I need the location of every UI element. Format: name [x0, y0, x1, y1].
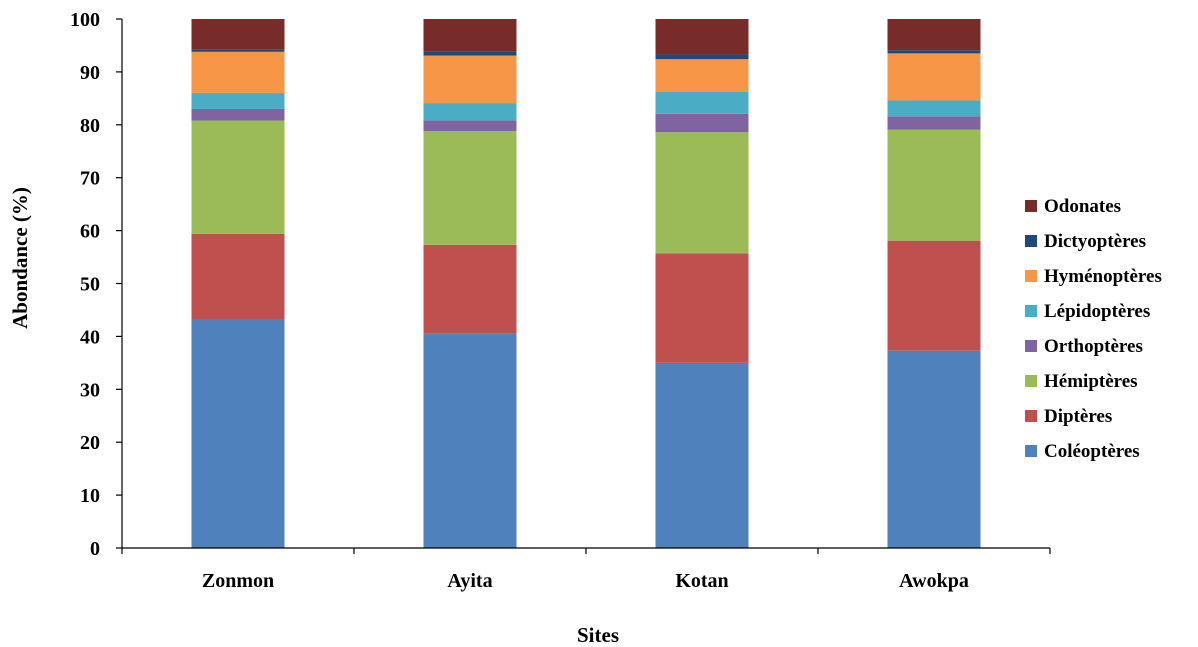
- legend-label: Diptères: [1044, 406, 1112, 427]
- bar-segment: [887, 350, 981, 548]
- bar-segment: [887, 53, 981, 101]
- bar-stack-kotan: [655, 19, 749, 548]
- x-tick-label: Zonmon: [202, 570, 274, 592]
- bar-segment: [887, 129, 981, 241]
- legend-item: Orthoptères: [1025, 336, 1143, 357]
- bar-segment: [423, 51, 517, 56]
- legend-swatch: [1025, 305, 1037, 317]
- legend-label: Lépidoptères: [1044, 301, 1150, 322]
- bar-segment: [655, 92, 749, 114]
- x-tick-label: Ayita: [447, 570, 492, 592]
- legend-item: Diptères: [1025, 406, 1112, 427]
- y-tick-label: 60: [80, 221, 100, 243]
- x-axis-category-labels: Zonmon Ayita Kotan Awokpa: [202, 570, 969, 592]
- y-tick-label: 40: [80, 326, 100, 348]
- bar-segment: [423, 244, 517, 334]
- bar-segment: [191, 51, 285, 94]
- x-tick-label: Awokpa: [899, 570, 969, 592]
- bar-segment: [887, 100, 981, 117]
- bar-segment: [191, 319, 285, 548]
- legend-label: Coléoptères: [1044, 441, 1140, 462]
- y-tick-label: 10: [80, 485, 100, 507]
- y-axis-title: Abondance (%): [8, 187, 32, 329]
- y-tick-label: 50: [80, 274, 100, 296]
- bar-segment: [655, 253, 749, 363]
- y-tick-label: 90: [80, 62, 100, 84]
- legend-swatch: [1025, 200, 1037, 212]
- x-tick-label: Kotan: [675, 570, 728, 592]
- bar-segment: [887, 19, 981, 51]
- bar-stack-awokpa: [887, 19, 981, 548]
- bar-segment: [655, 54, 749, 60]
- bar-segment: [191, 233, 285, 320]
- x-axis-tick-marks: [121, 548, 1051, 554]
- legend-swatch: [1025, 340, 1037, 352]
- legend-swatch: [1025, 375, 1037, 387]
- legend-item: Coléoptères: [1025, 441, 1140, 462]
- legend-swatch: [1025, 410, 1037, 422]
- legend-swatch: [1025, 445, 1037, 457]
- y-tick-label: 0: [90, 538, 100, 560]
- legend-label: Hyménoptères: [1044, 266, 1162, 287]
- bar-segment: [655, 19, 749, 55]
- bar-segment: [191, 19, 285, 50]
- x-axis-title: Sites: [577, 623, 619, 647]
- bar-segment: [423, 19, 517, 52]
- y-tick-label: 20: [80, 432, 100, 454]
- bar-segment: [655, 113, 749, 133]
- legend-swatch: [1025, 270, 1037, 282]
- bar-segment: [887, 240, 981, 351]
- bar-stack-zonmon: [191, 19, 285, 548]
- legend-swatch: [1025, 235, 1037, 247]
- legend-item: Lépidoptères: [1025, 301, 1150, 322]
- y-tick-label: 70: [80, 168, 100, 190]
- legend-item: Odonates: [1025, 196, 1121, 217]
- bar-segment: [887, 116, 981, 130]
- bar-segment: [423, 333, 517, 548]
- legend-label: Hémiptères: [1044, 371, 1138, 392]
- bar-segment: [423, 103, 517, 121]
- legend-item: Hémiptères: [1025, 371, 1138, 392]
- bar-segment: [423, 120, 517, 132]
- legend-label: Dictyoptères: [1044, 231, 1146, 252]
- bar-stack-ayita: [423, 19, 517, 548]
- bars-group: [191, 19, 981, 548]
- y-tick-label: 100: [70, 9, 100, 31]
- y-tick-label: 80: [80, 115, 100, 137]
- bar-segment: [191, 49, 285, 52]
- bar-segment: [655, 59, 749, 93]
- bar-segment: [655, 362, 749, 548]
- legend-item: Hyménoptères: [1025, 266, 1162, 287]
- legend-item: Dictyoptères: [1025, 231, 1146, 252]
- bar-segment: [887, 50, 981, 54]
- y-tick-label: 30: [80, 379, 100, 401]
- bar-segment: [191, 108, 285, 121]
- legend-label: Odonates: [1044, 196, 1121, 217]
- y-axis-ticks: 0 10 20 30 40 50 60 70 80 90 100: [70, 9, 122, 560]
- bar-segment: [423, 131, 517, 245]
- bar-segment: [191, 93, 285, 109]
- bar-segment: [191, 120, 285, 234]
- legend: Odonates Dictyoptères Hyménoptères Lépidopt…: [1025, 196, 1162, 462]
- legend-label: Orthoptères: [1044, 336, 1143, 357]
- bar-segment: [423, 55, 517, 104]
- bar-segment: [655, 132, 749, 254]
